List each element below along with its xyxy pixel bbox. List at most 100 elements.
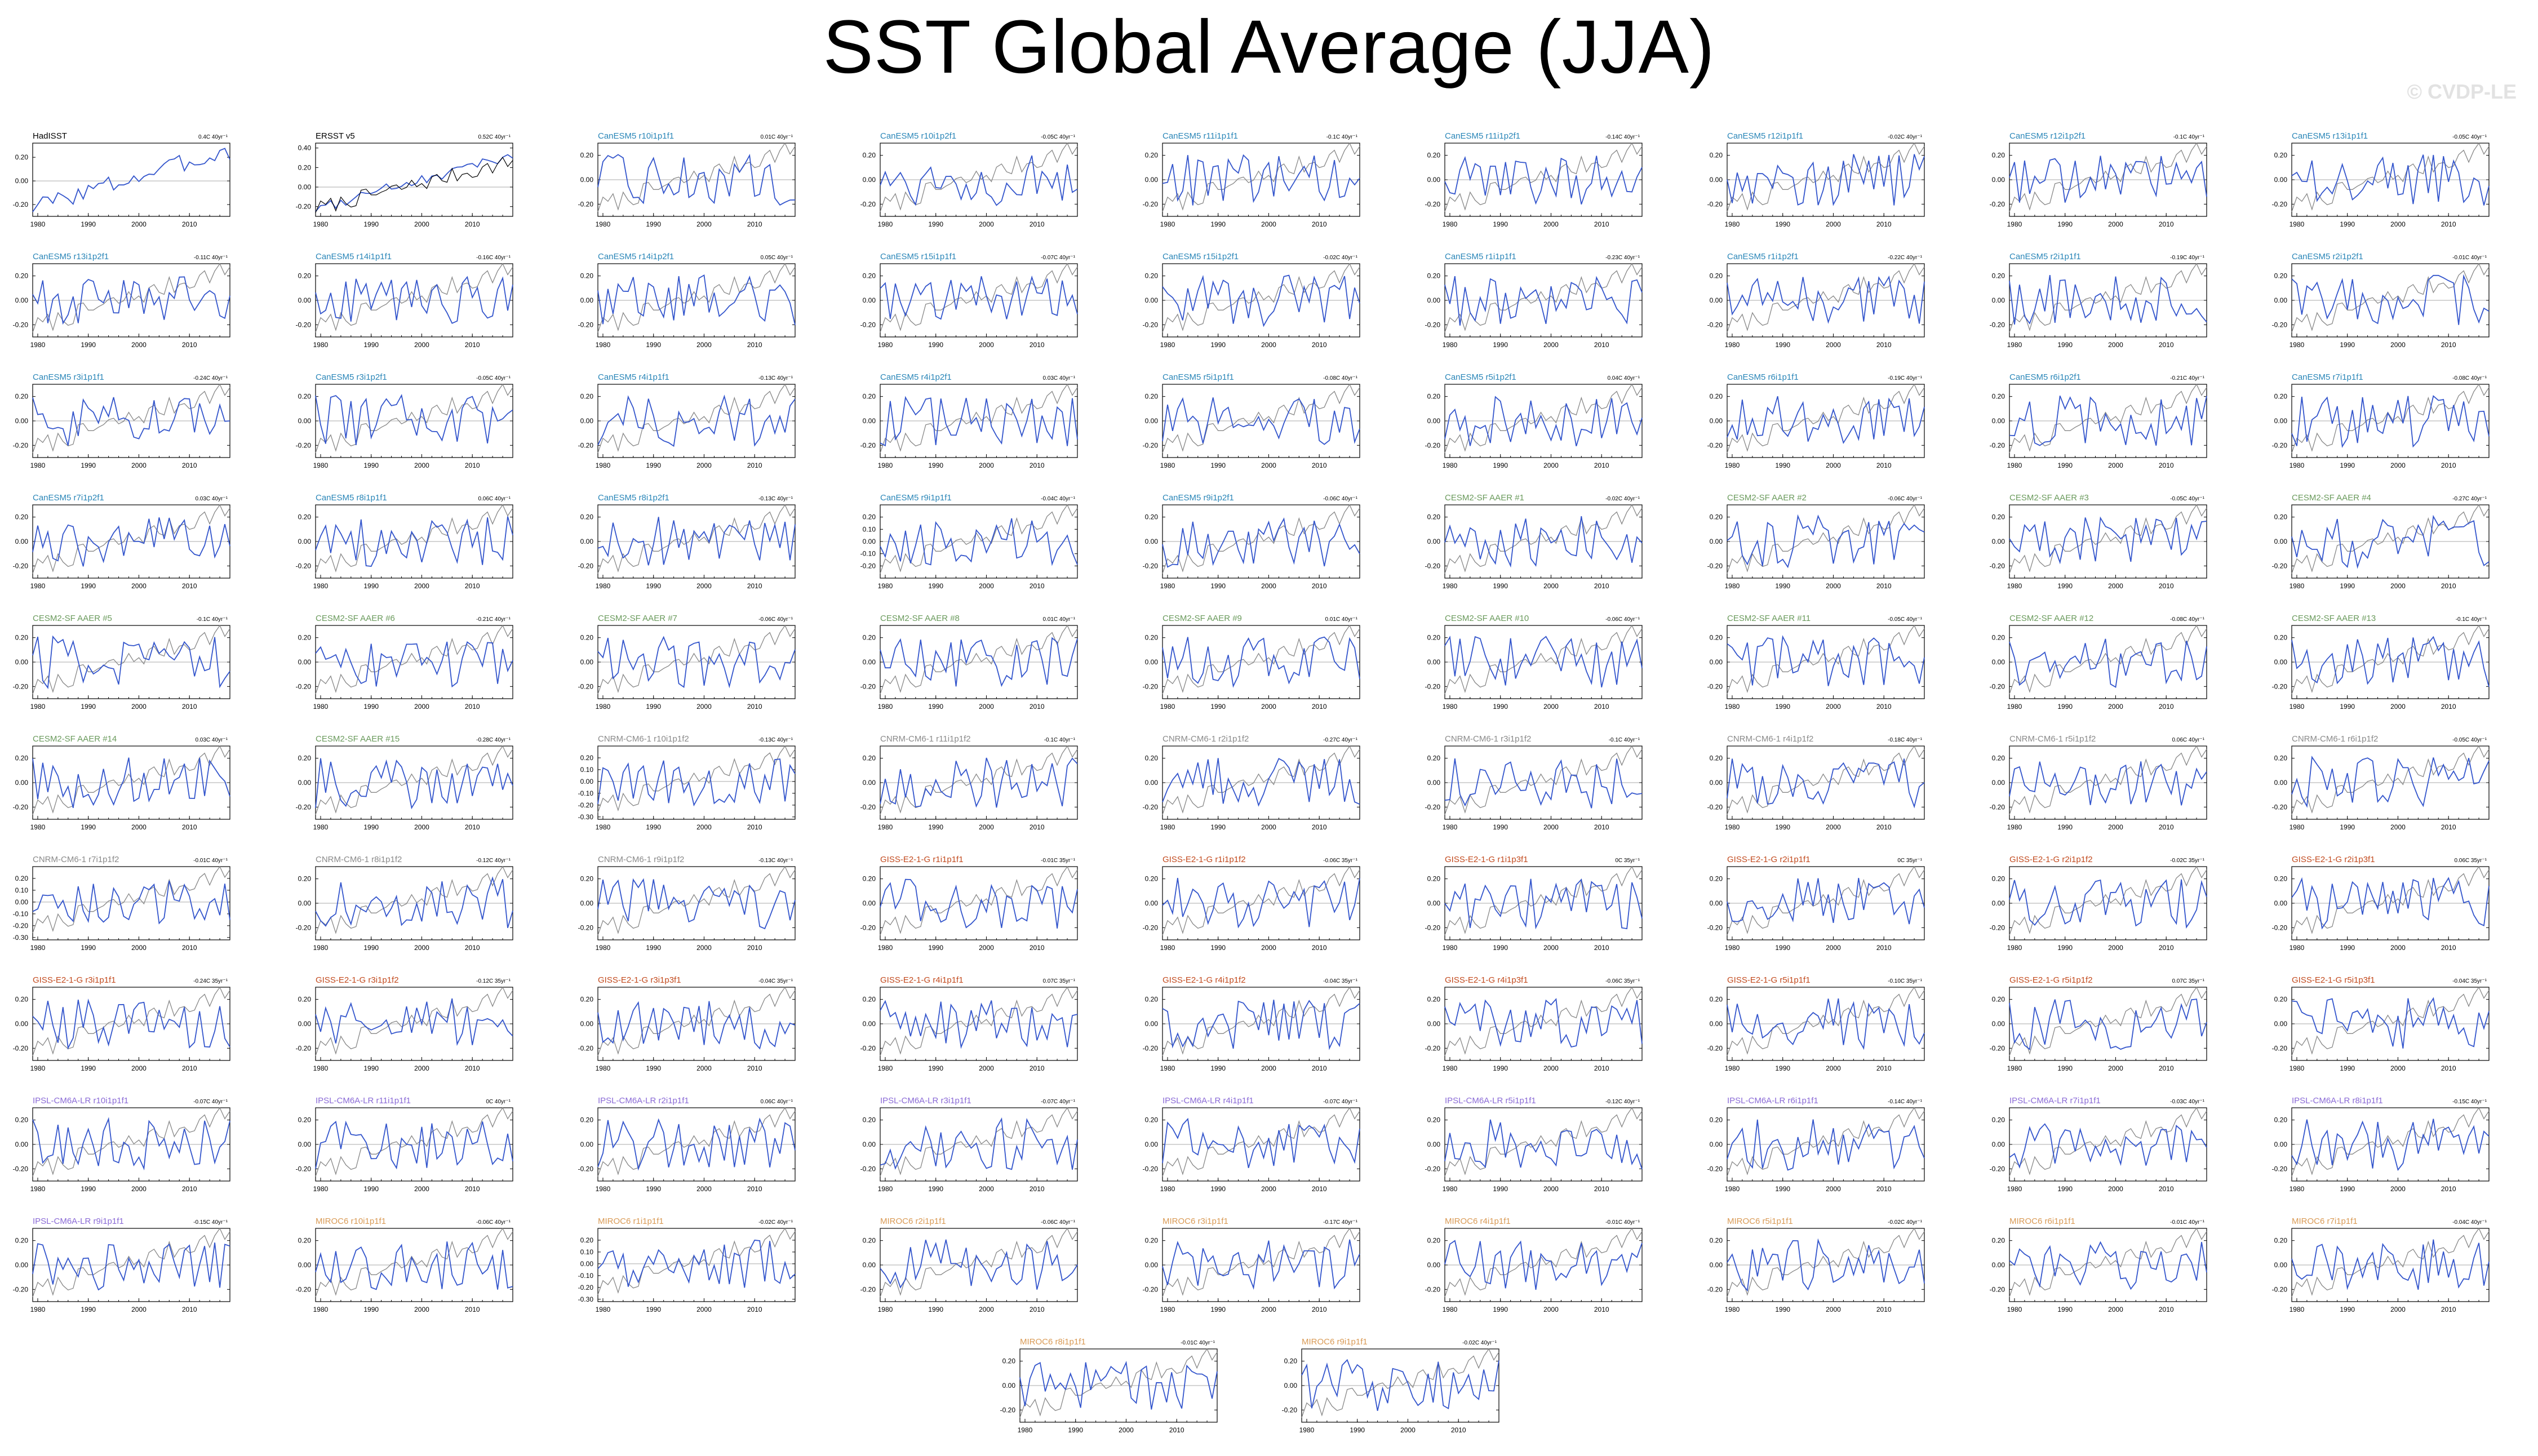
member-series-line [880,757,1078,808]
panel-6: CanESM5 r12i1p1f1 -0.02C 40yr⁻¹ -0.20 0.00 0… [1699,125,1930,241]
x-tick-label: 1990 [363,341,379,349]
member-series-line [32,397,230,446]
panel-50: CNRM-CM6-1 r3i1p1f2 -0.1C 40yr⁻¹ -0.20 0.00… [1417,728,1648,844]
y-tick-label: -0.20 [13,922,29,930]
panel-title: IPSL-CM6A-LR r7i1p1f1 [2009,1096,2101,1106]
panel-title: GISS-E2-1-G r5i1p1f1 [1727,975,1811,985]
panel-trend-label: -0.06C 40yr⁻¹ [1323,496,1358,502]
x-tick-label: 1980 [2007,1064,2022,1072]
y-tick-label: -0.20 [1707,924,1723,931]
x-tick-label: 1990 [646,341,661,349]
x-tick-label: 2000 [1261,341,1276,349]
y-tick-label: 0.20 [1710,875,1723,883]
panel-80: IPSL-CM6A-LR r8i1p1f1 -0.15C 40yr⁻¹ -0.20 0… [2264,1090,2495,1205]
x-tick-label: 1990 [1210,1064,1226,1072]
panel-title: CanESM5 r4i1p1f1 [598,372,669,382]
panel-trend-label: 0.06C 40yr⁻¹ [2172,737,2204,743]
panel-svg: CNRM-CM6-1 r4i1p1f2 -0.18C 40yr⁻¹ -0.20 0.0… [1707,734,1925,831]
panel-30: CanESM5 r9i1p1f1 -0.04C 40yr⁻¹ -0.20 -0.10 0… [852,487,1083,602]
member-series-line [1727,635,1925,686]
member-series-line [32,880,230,925]
x-tick-label: 2010 [2441,703,2456,711]
panel-svg: CNRM-CM6-1 r8i1p1f2 -0.12C 40yr⁻¹ -0.20 0.0… [296,855,513,952]
x-tick-label: 1990 [1775,220,1790,228]
y-tick-label: 0.20 [1992,1116,2005,1124]
panel-title: GISS-E2-1-G r4i1p1f2 [1162,975,1246,985]
panel-svg: CESM2-SF AAER #4 -0.27C 40yr⁻¹ -0.20 0.00 0.… [2272,493,2490,590]
y-tick-label: 0.00 [863,1261,876,1269]
x-tick-label: 1980 [1160,1306,1175,1313]
panel-title: CanESM5 r3i1p1f1 [33,372,104,382]
panel-title: CESM2-SF AAER #9 [1162,614,1242,623]
x-tick-label: 1980 [2289,823,2305,831]
y-tick-label: 0.20 [1145,1116,1159,1124]
panel-trend-label: -0.07C 40yr⁻¹ [1323,1099,1358,1105]
panel-svg: CNRM-CM6-1 r7i1p1f2 -0.01C 40yr⁻¹ -0.30 -0.… [13,855,230,952]
x-tick-label: 2010 [1594,582,1609,590]
y-tick-label: -0.20 [1425,200,1441,208]
panel-title: CanESM5 r7i1p1f1 [2292,372,2363,382]
x-tick-label: 2000 [1826,1185,1841,1193]
x-tick-label: 1990 [2340,1064,2355,1072]
panel-svg: CanESM5 r12i1p1f1 -0.02C 40yr⁻¹ -0.20 0.00 0… [1707,131,1925,228]
panel-64: GISS-E2-1-G r3i1p1f2 -0.12C 35yr⁻¹ -0.20 0.… [287,969,518,1085]
y-tick-label: 0.00 [298,899,312,907]
panel-trend-label: -0.02C 40yr⁻¹ [1323,255,1358,261]
x-tick-label: 2000 [1543,461,1559,469]
y-tick-label: -0.20 [578,562,594,570]
panel-title: CanESM5 r9i1p1f1 [880,493,952,503]
x-tick-label: 1990 [928,1306,943,1313]
panel-svg: CanESM5 r11i1p1f1 -0.1C 40yr⁻¹ -0.20 0.00 0.… [1143,131,1360,228]
panel-3: CanESM5 r10i1p2f1 -0.05C 40yr⁻¹ -0.20 0.00 0… [852,125,1083,241]
panel-27: CanESM5 r7i1p2f1 0.03C 40yr⁻¹ -0.20 0.00 0.2… [5,487,236,602]
y-tick-label: -0.20 [1707,441,1723,449]
panel-title: GISS-E2-1-G r1i1p3f1 [1445,855,1528,864]
panel-24: CanESM5 r6i1p1f1 -0.19C 40yr⁻¹ -0.20 0.00 0.… [1699,366,1930,482]
panel-71: GISS-E2-1-G r5i1p3f1 -0.04C 35yr⁻¹ -0.20 0.… [2264,969,2495,1085]
x-tick-label: 1980 [1725,341,1740,349]
panel-trend-label: -0.05C 40yr⁻¹ [1888,616,1923,623]
panel-11: CanESM5 r14i1p2f1 0.05C 40yr⁻¹ -0.20 0.00 0.… [570,246,801,361]
y-tick-label: 0.20 [863,1237,876,1245]
x-tick-label: 1990 [2340,944,2355,952]
obs-series-line [32,148,230,212]
panel-34: CESM2-SF AAER #3 -0.05C 40yr⁻¹ -0.20 0.00 0.… [1981,487,2212,602]
panel-trend-label: -0.02C 40yr⁻¹ [1462,1340,1497,1346]
x-tick-label: 1980 [596,944,611,952]
y-tick-label: -0.20 [1707,200,1723,208]
x-tick-label: 1990 [646,1185,661,1193]
x-tick-label: 1990 [1493,1064,1508,1072]
x-tick-label: 1990 [1493,220,1508,228]
panel-title: CanESM5 r8i1p1f1 [316,493,387,503]
panel-title: MIROC6 r8i1p1f1 [1020,1337,1086,1347]
panel-trend-label: 0.03C 40yr⁻¹ [195,737,228,743]
panel-trend-label: 0C 40yr⁻¹ [486,1099,511,1105]
obs-overlay-line [2291,865,2490,936]
y-tick-label: -0.20 [1425,321,1441,329]
x-tick-label: 1990 [928,1185,943,1193]
obs-overlay-line [1727,986,1925,1057]
panel-frame [315,143,513,217]
x-tick-label: 1980 [878,461,893,469]
x-tick-label: 2010 [1312,1064,1327,1072]
panel-title: MIROC6 r7i1p1f1 [2292,1217,2358,1226]
y-tick-label: 0.00 [1145,899,1159,907]
y-tick-label: 0.00 [580,417,594,425]
y-tick-label: -0.20 [1990,441,2005,449]
member-series-line [880,396,1078,447]
y-tick-label: -0.20 [578,1284,594,1291]
y-tick-label: 0.00 [863,417,876,425]
obs-overlay-line [1444,1107,1643,1177]
obs-overlay-line [315,865,513,936]
x-tick-label: 2010 [747,1306,762,1313]
panel-46: CESM2-SF AAER #15 -0.28C 40yr⁻¹ -0.20 0.00 0… [287,728,518,844]
x-tick-label: 2000 [979,1064,994,1072]
x-tick-label: 2010 [1169,1426,1184,1434]
y-tick-label: 0.20 [1992,754,2005,762]
y-tick-label: -0.20 [2272,562,2288,570]
panel-svg: CanESM5 r5i1p1f1 -0.08C 40yr⁻¹ -0.20 0.00 0.… [1143,372,1360,469]
panel-trend-label: -0.22C 40yr⁻¹ [1888,255,1923,261]
x-tick-label: 1980 [1725,944,1740,952]
panel-svg: CESM2-SF AAER #3 -0.05C 40yr⁻¹ -0.20 0.00 0.… [1990,493,2207,590]
x-tick-label: 2000 [696,220,712,228]
